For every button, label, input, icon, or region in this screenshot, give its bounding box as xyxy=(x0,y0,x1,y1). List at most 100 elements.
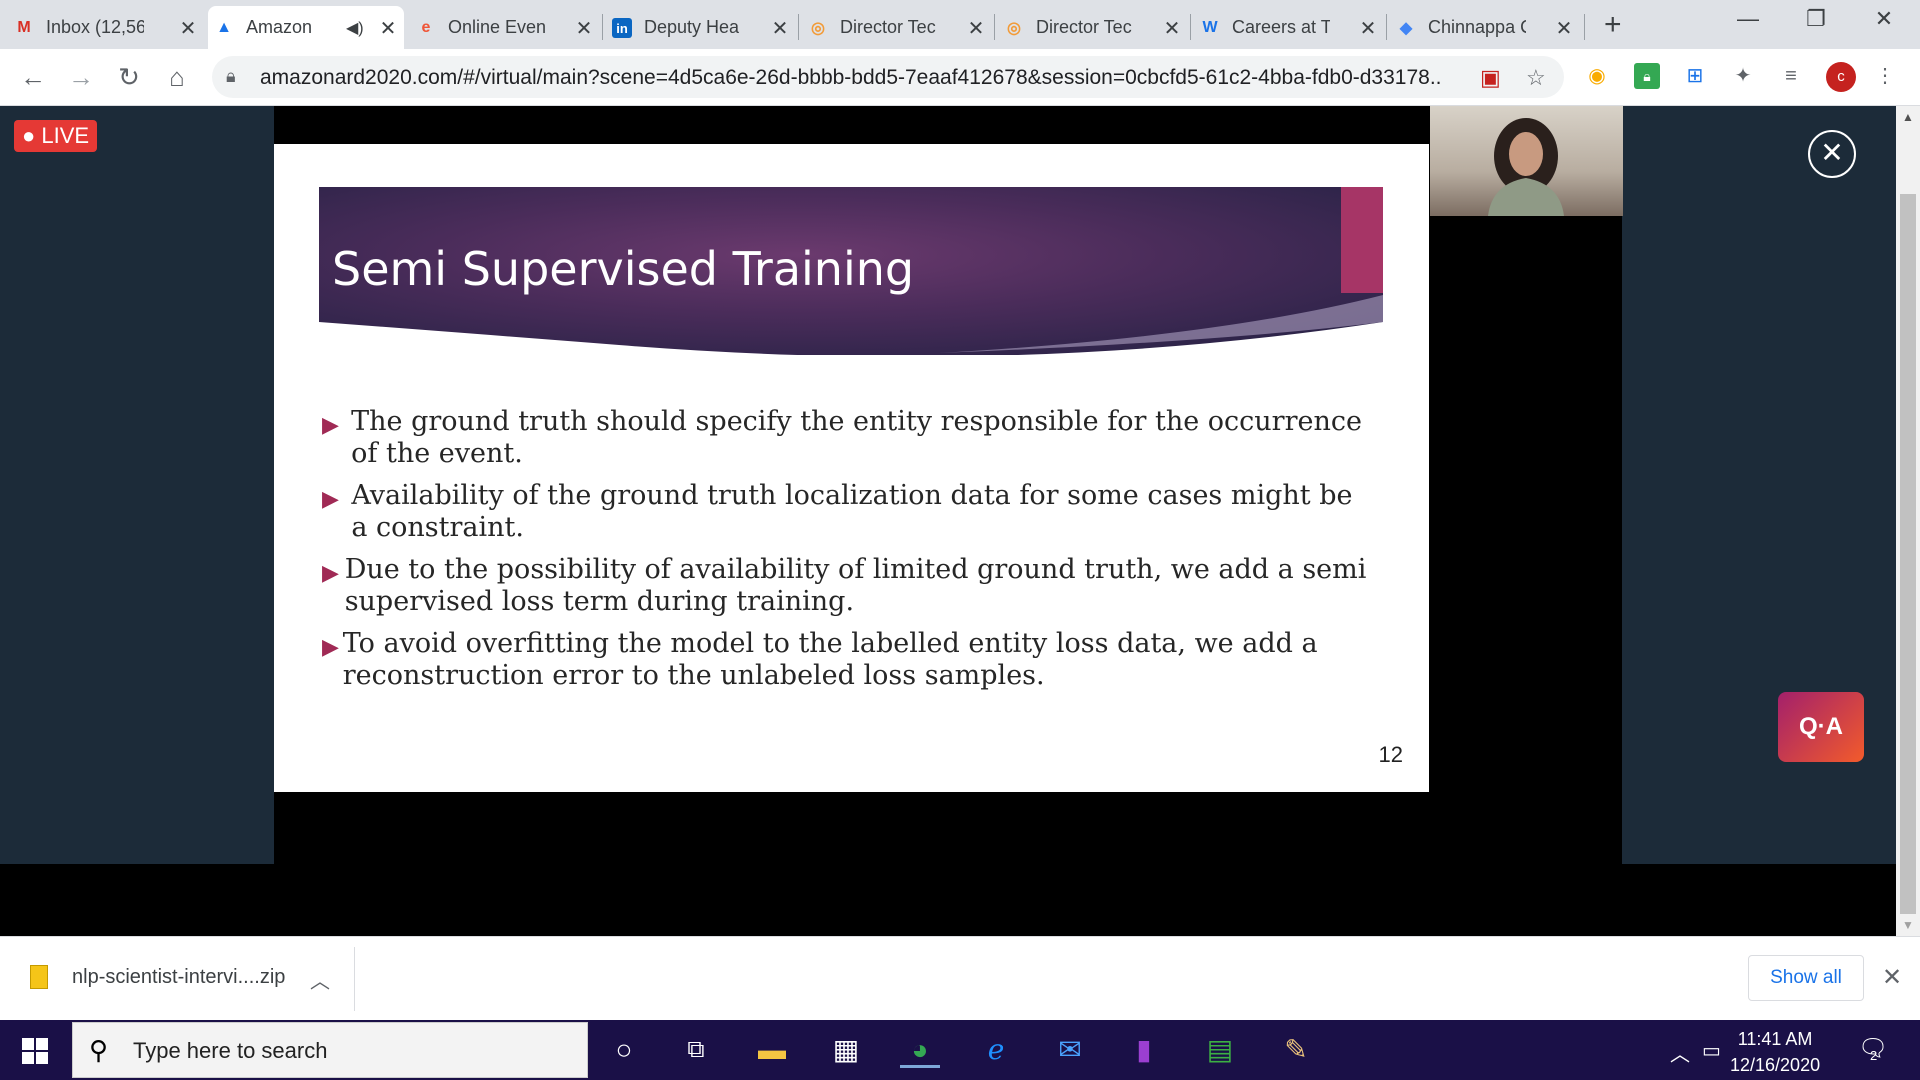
download-item[interactable]: nlp-scientist-intervi....zip xyxy=(30,965,285,989)
reload-button[interactable]: ↻ xyxy=(118,62,140,92)
lock-icon[interactable]: 🔒︎ xyxy=(226,66,236,86)
notification-count: 2 xyxy=(1870,1048,1878,1063)
slide-bullet-list: ▶ The ground truth should specify the en… xyxy=(322,406,1372,702)
bullet-item: ▶ Due to the possibility of availability… xyxy=(322,554,1372,618)
battery-icon[interactable]: ▭ xyxy=(1702,1040,1721,1062)
eventbrite-icon: e xyxy=(421,19,431,36)
stage-bottom-band xyxy=(0,864,1896,936)
linkedin-icon: in xyxy=(612,18,632,38)
windows-start-icon[interactable] xyxy=(22,1038,48,1064)
restore-button[interactable]: ❐ xyxy=(1806,6,1826,31)
minimize-button[interactable]: — xyxy=(1737,6,1759,31)
close-download-bar-icon[interactable]: ✕ xyxy=(1882,964,1903,991)
file-explorer-icon[interactable]: ▬ xyxy=(758,1034,786,1065)
tab-director-2[interactable]: ◎ Director Tec ✕ xyxy=(998,6,1188,49)
bullet-text: Availability of the ground truth localiz… xyxy=(351,480,1353,543)
tab-separator xyxy=(1584,14,1585,40)
circle-logo-icon: ◎ xyxy=(811,20,825,37)
lock-app-icon[interactable]: ▮ xyxy=(1136,1034,1152,1065)
close-tab-icon[interactable]: ✕ xyxy=(1359,18,1377,40)
speaker-icon[interactable]: ◀) xyxy=(346,20,364,37)
new-tab-button[interactable]: + xyxy=(1604,8,1622,41)
media-control-icon[interactable]: ≡ xyxy=(1785,65,1797,87)
download-bar: nlp-scientist-intervi....zip ︿ Show all … xyxy=(0,936,1920,1020)
page-scrollbar[interactable]: ▲ ▼ xyxy=(1896,106,1920,936)
task-view-icon[interactable]: ⧉ xyxy=(687,1036,705,1063)
search-icon: ⚲ xyxy=(89,1035,109,1065)
tab-title: Online Event xyxy=(448,17,546,37)
window-close-button[interactable]: ✕ xyxy=(1874,6,1894,31)
tab-careers[interactable]: W Careers at T ✕ xyxy=(1194,6,1384,49)
close-tab-icon[interactable]: ✕ xyxy=(1555,18,1573,40)
tab-director-1[interactable]: ◎ Director Tec ✕ xyxy=(802,6,992,49)
tab-title: Inbox (12,56 xyxy=(46,17,144,37)
tab-chinnappa[interactable]: ◆ Chinnappa C ✕ xyxy=(1390,6,1580,49)
bullet-item: ▶ Availability of the ground truth local… xyxy=(322,480,1372,544)
careers-logo-icon: W xyxy=(1202,19,1218,36)
bullet-text: To avoid overfitting the model to the la… xyxy=(342,628,1318,691)
close-tab-icon[interactable]: ✕ xyxy=(771,18,789,40)
cortana-icon[interactable]: ○ xyxy=(615,1034,633,1065)
amazon-icon: ▲ xyxy=(216,19,232,36)
extension-lock-icon[interactable]: 🔒︎ xyxy=(1634,63,1660,89)
tab-strip: M Inbox (12,56 ✕ ▲ Amazon ◀) ✕ e Online … xyxy=(0,0,1920,49)
circle-logo-icon: ◎ xyxy=(1007,20,1021,37)
tab-separator xyxy=(602,14,603,40)
accent-tab xyxy=(1341,187,1383,293)
extension-glasses-icon[interactable]: ◉ xyxy=(1588,65,1606,87)
tab-separator xyxy=(994,14,995,40)
tab-title: Deputy Hea xyxy=(644,17,740,37)
qa-button[interactable]: Q·A xyxy=(1778,692,1864,762)
tab-title: Director Tec xyxy=(840,17,936,37)
close-tab-icon[interactable]: ✕ xyxy=(967,18,985,40)
store-icon[interactable]: ▦ xyxy=(832,1034,860,1065)
tab-title: Director Tec xyxy=(1036,17,1132,37)
chevron-up-icon[interactable]: ︿ xyxy=(310,971,330,993)
paint-icon[interactable]: ✎ xyxy=(1284,1034,1308,1065)
home-button[interactable]: ⌂ xyxy=(169,62,185,92)
notification-center-icon[interactable]: 🗨︎ 2 xyxy=(1858,1035,1889,1063)
tab-linkedin[interactable]: in Deputy Hea ✕ xyxy=(606,6,796,49)
scroll-up-icon[interactable]: ▲ xyxy=(1902,110,1914,124)
taskbar-search-input[interactable]: ⚲ Type here to search xyxy=(72,1022,588,1078)
bullet-text: The ground truth should specify the enti… xyxy=(351,406,1362,469)
slide-page-number: 12 xyxy=(1378,742,1403,767)
download-filename[interactable]: nlp-scientist-intervi....zip xyxy=(72,965,286,988)
profile-avatar[interactable]: c xyxy=(1826,62,1856,92)
spreadsheet-app-icon[interactable]: ▤ xyxy=(1206,1034,1234,1065)
back-button[interactable]: ← xyxy=(20,62,46,92)
blocked-popup-icon[interactable]: ▣ xyxy=(1480,65,1501,90)
forward-button[interactable]: → xyxy=(68,62,94,92)
address-bar[interactable]: 🔒︎ amazonard2020.com/#/virtual/main?scen… xyxy=(212,56,1564,98)
tab-amazon[interactable]: ▲ Amazon ◀) ✕ xyxy=(208,6,404,49)
tab-gmail[interactable]: M Inbox (12,56 ✕ xyxy=(8,6,204,49)
extension-windows-icon[interactable]: ⊞ xyxy=(1686,65,1704,87)
menu-icon[interactable]: ⋮ xyxy=(1875,65,1895,87)
search-placeholder: Type here to search xyxy=(133,1038,328,1063)
close-tab-icon[interactable]: ✕ xyxy=(1163,18,1181,40)
edge-icon[interactable]: e xyxy=(987,1033,1005,1066)
tray-overflow-icon[interactable]: ︿ xyxy=(1670,1044,1690,1066)
scroll-down-icon[interactable]: ▼ xyxy=(1902,918,1914,932)
close-tab-icon[interactable]: ✕ xyxy=(379,18,397,40)
mail-icon[interactable]: ✉ xyxy=(1058,1034,1082,1065)
extensions-puzzle-icon[interactable]: ✦ xyxy=(1734,65,1752,87)
close-tab-icon[interactable]: ✕ xyxy=(179,18,197,40)
tab-title: Chinnappa C xyxy=(1428,17,1526,37)
system-clock[interactable]: 11:41 AM 12/16/2020 xyxy=(1730,1026,1820,1078)
bookmark-star-icon[interactable]: ☆ xyxy=(1526,65,1546,90)
windows-taskbar: ⚲ Type here to search ○ ⧉ ▬ ▦ ◕ e ✉ ▮ ▤ … xyxy=(0,1020,1920,1080)
presenter-webcam[interactable] xyxy=(1430,106,1623,216)
tab-title: Careers at T xyxy=(1232,17,1330,37)
close-stage-button[interactable]: ✕ xyxy=(1808,130,1856,178)
chrome-icon[interactable]: ◕ xyxy=(900,1032,940,1068)
tab-online-event[interactable]: e Online Event ✕ xyxy=(410,6,600,49)
triangle-bullet-icon: ▶ xyxy=(322,560,339,585)
gmail-icon: M xyxy=(17,19,31,36)
virtual-event-page: ● LIVE Semi Supervised Training ▶ xyxy=(0,106,1896,936)
scrollbar-thumb[interactable] xyxy=(1900,194,1916,914)
close-tab-icon[interactable]: ✕ xyxy=(575,18,593,40)
url-text[interactable]: amazonard2020.com/#/virtual/main?scene=4… xyxy=(260,66,1440,89)
tab-separator xyxy=(1190,14,1191,40)
show-all-button[interactable]: Show all xyxy=(1748,955,1864,1001)
